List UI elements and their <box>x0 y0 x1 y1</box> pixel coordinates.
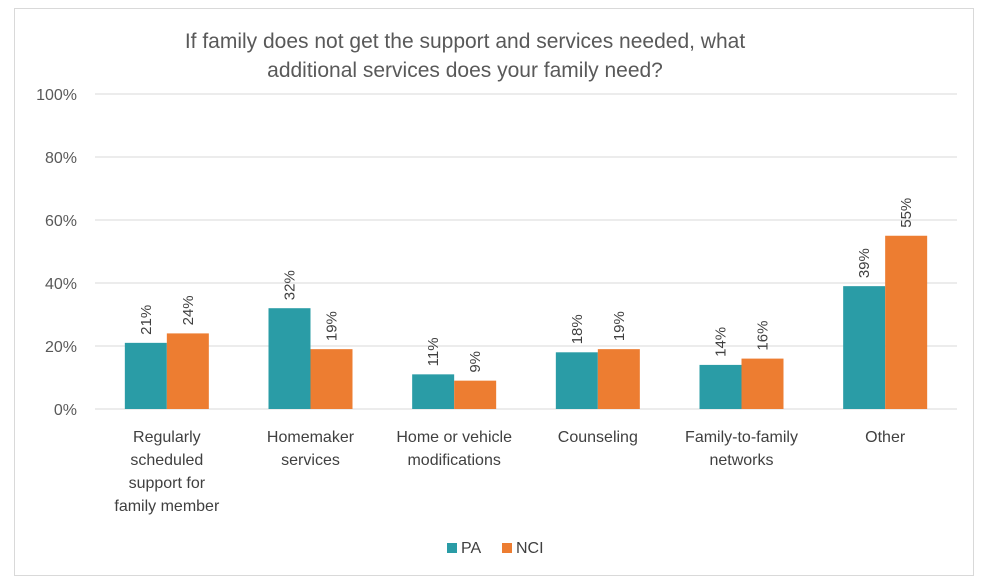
data-label: 9% <box>467 351 484 373</box>
data-labels: 21% 24% 32% 19% 11% 9% 18% 19% 14% 16% 39% 55% <box>138 198 915 373</box>
chart-title-line: additional services does your family nee… <box>267 59 663 82</box>
category-label: modifications <box>407 452 500 469</box>
bar-pa <box>412 374 455 409</box>
bar-pa <box>124 342 167 409</box>
bar-nci <box>885 235 928 409</box>
category-label: Regularly <box>133 429 201 446</box>
category-label: Counseling <box>558 429 638 446</box>
bar-pa <box>699 364 742 409</box>
data-label: 19% <box>611 311 628 341</box>
bar-nci <box>454 380 497 409</box>
category-label: family member <box>114 498 220 515</box>
y-tick-label: 100% <box>36 87 77 104</box>
y-tick-label: 20% <box>45 339 77 356</box>
category-label: support for <box>129 475 206 492</box>
category-label: Other <box>865 429 906 446</box>
data-label: 39% <box>856 248 873 278</box>
gridlines <box>95 93 957 410</box>
y-tick-label: 40% <box>45 276 77 293</box>
bar-pa <box>268 308 311 409</box>
data-label: 24% <box>180 295 197 325</box>
data-label: 19% <box>324 311 341 341</box>
y-tick-label: 60% <box>45 213 77 230</box>
legend: PA NCI <box>447 540 544 557</box>
bar-chart: If family does not get the support and s… <box>36 30 957 557</box>
legend-swatch-nci <box>502 543 512 553</box>
category-label: networks <box>709 452 773 469</box>
bars <box>124 235 928 409</box>
y-tick-label: 80% <box>45 150 77 167</box>
bar-nci <box>310 349 353 409</box>
data-label: 32% <box>282 270 299 300</box>
legend-label: NCI <box>516 540 544 557</box>
category-label: scheduled <box>130 452 203 469</box>
chart-title-line: If family does not get the support and s… <box>185 30 746 53</box>
y-tick-label: 0% <box>54 402 77 419</box>
bar-nci <box>166 333 209 409</box>
data-label: 11% <box>425 337 442 366</box>
data-label: 16% <box>755 321 772 351</box>
category-label: services <box>281 452 340 469</box>
data-label: 14% <box>713 327 730 357</box>
category-label: Family-to-family <box>685 429 798 446</box>
bar-nci <box>597 349 640 409</box>
y-axis-ticks: 0% 20% 40% 60% 80% 100% <box>36 87 77 419</box>
data-label: 21% <box>138 305 155 335</box>
category-label: Homemaker <box>267 429 355 446</box>
bar-pa <box>555 352 598 409</box>
x-axis-categories: Regularly scheduled support for family memb… <box>114 429 905 515</box>
legend-label: PA <box>461 540 481 557</box>
chart-title: If family does not get the support and s… <box>185 30 746 82</box>
legend-swatch-pa <box>447 543 457 553</box>
chart-frame: If family does not get the support and s… <box>14 8 974 576</box>
data-label: 18% <box>569 314 586 344</box>
category-label: Home or vehicle <box>396 429 512 446</box>
bar-pa <box>843 286 886 409</box>
data-label: 55% <box>898 198 915 228</box>
bar-nci <box>741 358 784 409</box>
